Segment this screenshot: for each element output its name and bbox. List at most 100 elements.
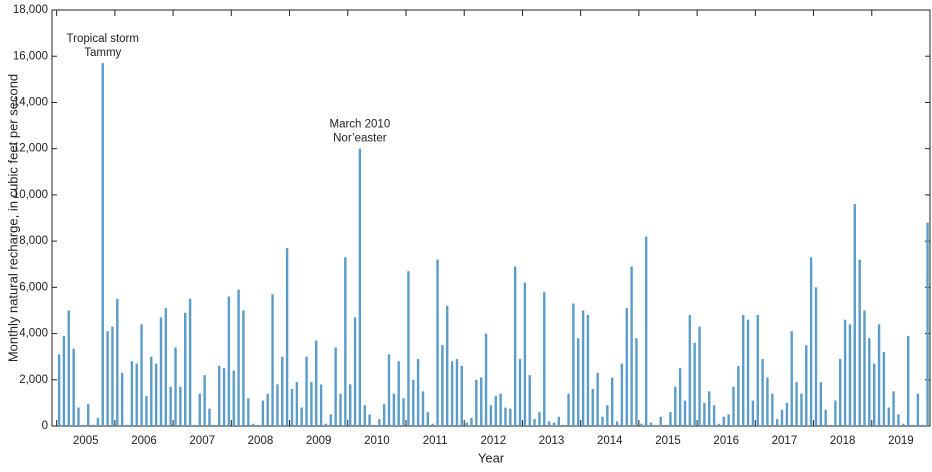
bar	[678, 368, 682, 426]
y-tick-label: 16,000	[13, 50, 48, 62]
bar	[644, 236, 648, 426]
bar	[509, 408, 512, 426]
bar	[625, 308, 628, 426]
x-tick-label: 2006	[131, 435, 157, 447]
bar	[145, 395, 148, 426]
bar	[494, 395, 497, 426]
bar	[218, 365, 221, 426]
bar	[198, 393, 201, 426]
bar	[281, 356, 284, 426]
bar	[834, 400, 837, 426]
bar	[911, 424, 915, 426]
bar	[717, 423, 721, 426]
bar	[305, 356, 308, 426]
bar	[431, 423, 434, 426]
bar	[916, 393, 920, 426]
bar	[795, 382, 798, 426]
bar	[57, 354, 61, 426]
bar	[150, 356, 153, 426]
bar	[455, 358, 459, 426]
bar	[620, 363, 624, 426]
bar	[392, 393, 396, 426]
x-tick-label: 2009	[306, 435, 332, 447]
x-tick-label: 2013	[539, 435, 565, 447]
bar	[708, 391, 711, 426]
bar	[746, 319, 750, 426]
bar	[664, 424, 667, 426]
bar	[87, 404, 90, 426]
bar	[863, 310, 866, 426]
bar	[839, 358, 842, 426]
bar	[775, 419, 779, 426]
bar	[179, 386, 182, 426]
bar	[805, 345, 808, 426]
bar	[232, 370, 235, 426]
bar	[902, 423, 905, 426]
bar	[543, 291, 546, 426]
bar	[698, 326, 701, 426]
bar	[470, 417, 473, 426]
bar	[271, 294, 274, 426]
bar	[285, 248, 289, 426]
bar	[853, 204, 856, 426]
x-tick-label: 2008	[248, 435, 274, 447]
y-tick-label: 8,000	[19, 235, 48, 247]
bar	[674, 386, 677, 426]
bar	[441, 345, 444, 426]
bar	[868, 338, 871, 426]
bar	[164, 308, 168, 426]
bar	[106, 331, 109, 426]
bar	[586, 315, 590, 426]
bar	[577, 338, 580, 426]
bar	[373, 424, 376, 426]
bar	[397, 361, 400, 426]
bar	[581, 310, 585, 426]
bar	[630, 266, 633, 426]
bar	[203, 375, 206, 426]
bar	[300, 407, 303, 426]
bar	[552, 422, 556, 426]
x-tick-label: 2011	[423, 435, 448, 447]
x-tick-label: 2010	[364, 435, 390, 447]
bar	[295, 382, 299, 426]
bar	[538, 412, 541, 426]
bar	[247, 398, 250, 426]
bar	[450, 361, 454, 426]
bar	[557, 416, 561, 426]
x-tick-label: 2017	[772, 435, 798, 447]
bar	[111, 326, 114, 426]
bar	[790, 331, 793, 426]
bar	[572, 303, 575, 426]
bar	[480, 377, 483, 426]
bar	[174, 347, 177, 426]
bar	[756, 315, 759, 426]
bar	[363, 405, 366, 426]
bar	[499, 393, 502, 426]
bar	[683, 400, 687, 426]
bar	[72, 348, 75, 426]
bar	[712, 405, 716, 426]
bar	[154, 363, 158, 426]
bar	[848, 324, 852, 426]
bar	[513, 266, 517, 426]
bar	[436, 259, 439, 426]
bar	[742, 315, 745, 426]
bar	[528, 375, 531, 426]
bar	[159, 317, 163, 426]
bar	[601, 416, 604, 426]
bar	[125, 424, 129, 426]
bar	[596, 372, 599, 426]
bar	[727, 414, 730, 426]
bar	[567, 393, 570, 426]
annotation: Tammy	[84, 47, 121, 59]
bar	[547, 421, 551, 426]
x-tick-label: 2015	[655, 435, 681, 447]
bar	[276, 384, 279, 426]
bar	[562, 424, 565, 426]
bar	[489, 405, 493, 426]
y-tick-label: 0	[42, 420, 48, 432]
bar	[96, 417, 100, 426]
bar	[116, 298, 119, 426]
bar	[858, 259, 861, 426]
